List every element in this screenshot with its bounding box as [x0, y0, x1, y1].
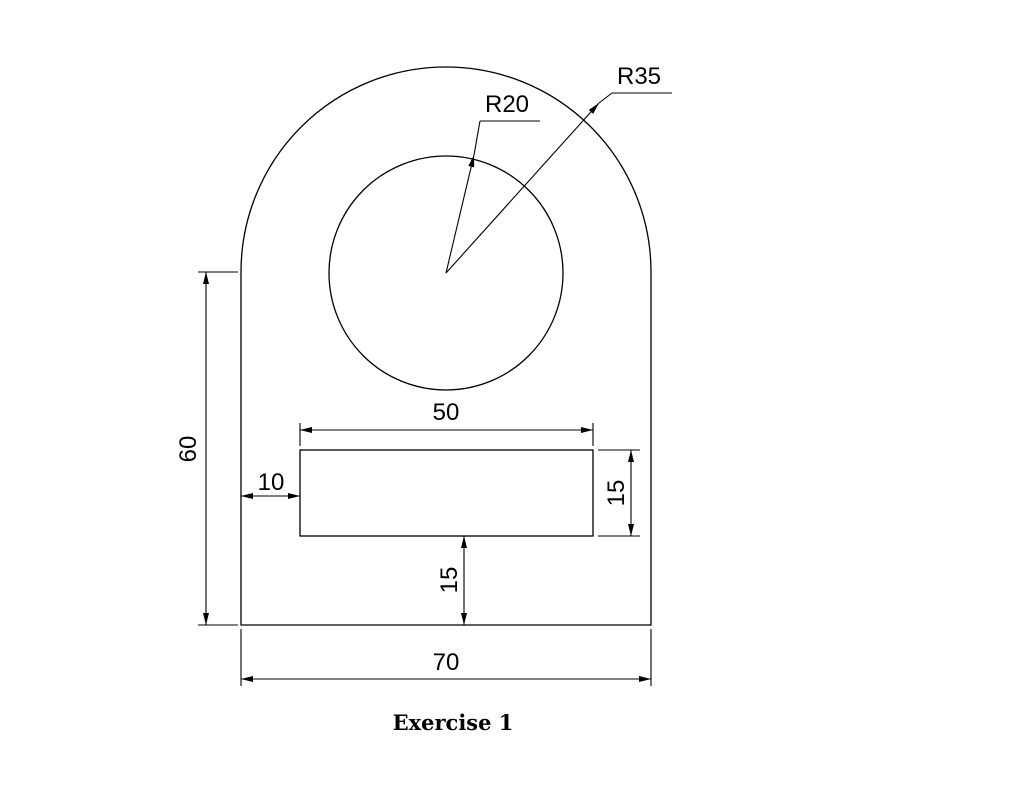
overall-height-dimension [198, 271, 238, 626]
r20-label: R20 [485, 91, 529, 118]
r35-dimension [445, 92, 672, 274]
r20-dimension [445, 120, 540, 274]
r35-label: R35 [617, 63, 661, 90]
overall-width-label: 70 [433, 649, 460, 676]
part-outline [240, 66, 652, 626]
circular-hole [328, 155, 564, 391]
overall-width-dimension [240, 629, 652, 686]
slot-width-dimension [299, 423, 594, 446]
figure-caption: Exercise 1 [392, 710, 514, 735]
overall-height-label: 60 [175, 436, 202, 463]
slot-height-label: 15 [603, 480, 630, 507]
slot-width-label: 50 [433, 399, 460, 426]
slot-bottom-offset-label: 15 [436, 567, 463, 594]
rectangular-slot [299, 449, 594, 537]
slot-left-offset-label: 10 [258, 469, 285, 496]
slot-height-dimension [598, 449, 640, 537]
